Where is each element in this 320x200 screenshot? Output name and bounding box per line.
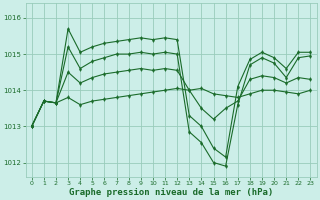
- X-axis label: Graphe pression niveau de la mer (hPa): Graphe pression niveau de la mer (hPa): [69, 188, 273, 197]
